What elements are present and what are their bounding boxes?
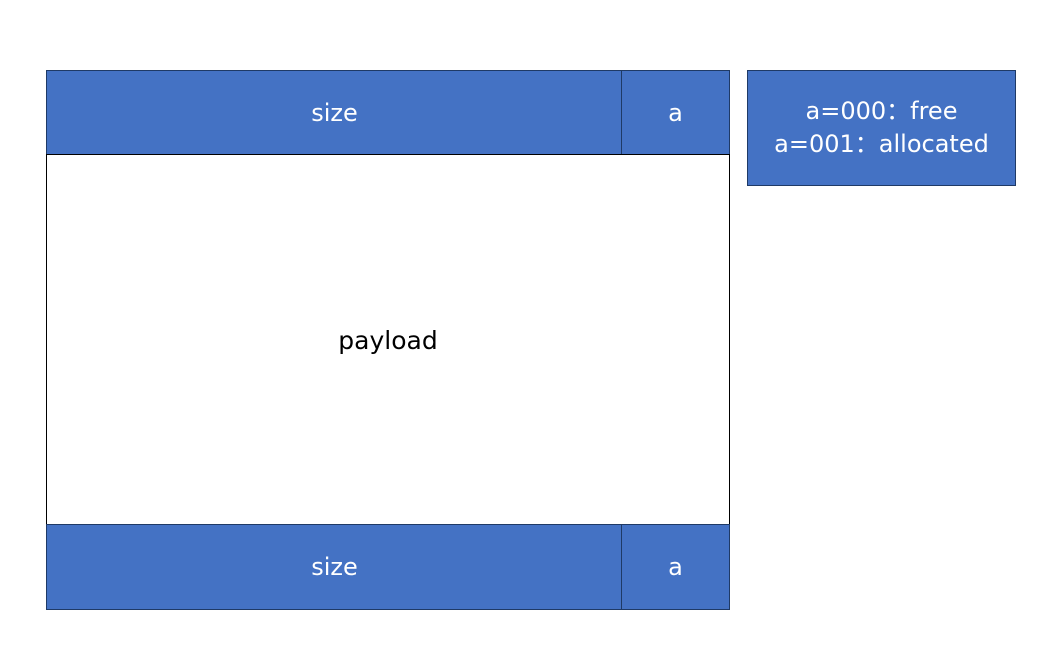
footer-size-label: size [311, 553, 358, 581]
legend-free: a=000：free [805, 97, 958, 125]
header-size-label: size [311, 99, 358, 127]
footer-size-field: size [46, 524, 623, 610]
legend-allocated: a=001：allocated [774, 130, 989, 158]
header-size-field: size [46, 70, 623, 156]
footer-alloc-label: a [668, 553, 683, 581]
header-alloc-label: a [668, 99, 683, 127]
payload-area: payload [46, 154, 730, 526]
header-alloc-field: a [621, 70, 730, 156]
payload-label: payload [338, 325, 438, 355]
footer-alloc-field: a [621, 524, 730, 610]
alloc-legend: a=000：free a=001：allocated [747, 70, 1016, 186]
